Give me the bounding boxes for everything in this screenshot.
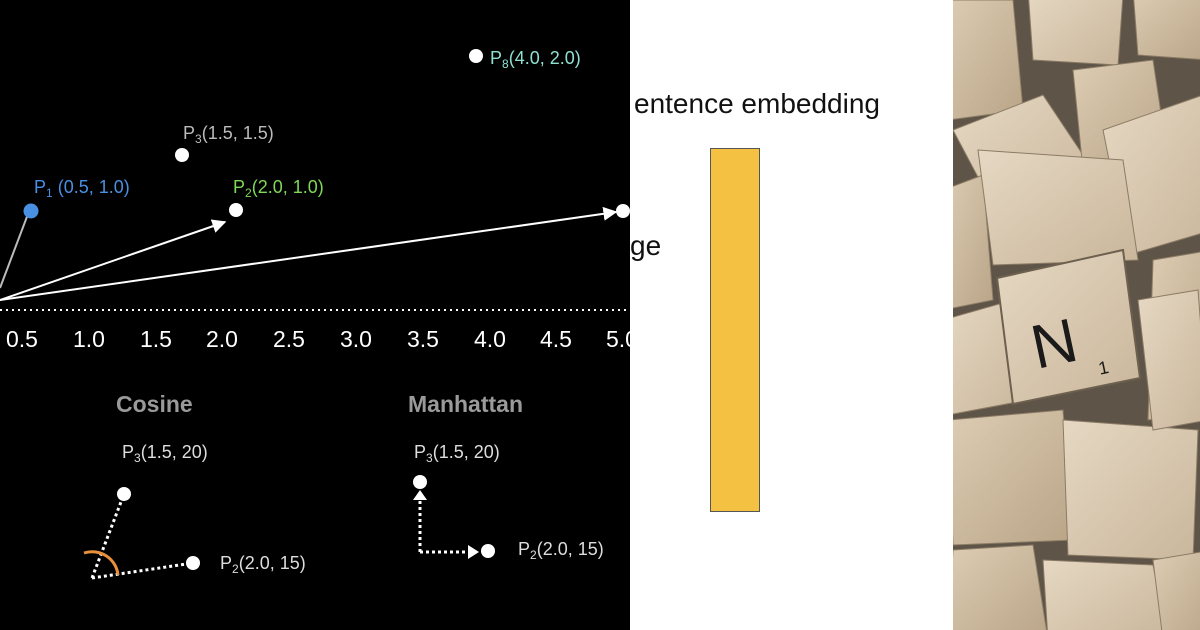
cosine-heading: Cosine: [116, 391, 193, 417]
tick-6: 3.5: [407, 326, 439, 352]
cosine-top-label: P3(1.5, 20): [122, 442, 208, 465]
vector-p2: [0, 219, 227, 301]
manhattan-arrow-up: [413, 490, 427, 500]
manhattan-top-label: P3(1.5, 20): [414, 442, 500, 465]
point-p1: [23, 203, 39, 219]
tiles-image: N 1: [953, 0, 1200, 630]
manhattan-bottom-label: P2(2.0, 15): [518, 539, 604, 562]
cosine-diagram: Cosine P3(1.5, 20) P2(2.0, 15): [83, 391, 306, 580]
point-p3: [175, 148, 189, 162]
cosine-point-p2: [186, 556, 200, 570]
vector-long: [0, 206, 618, 301]
scrabble-tile-n: N 1: [995, 248, 1142, 406]
manhattan-point-p2: [481, 544, 495, 558]
cosine-angle-arc: [83, 550, 120, 576]
point-edge: [616, 204, 630, 218]
cosine-point-p3: [117, 487, 131, 501]
point-p2: [229, 203, 243, 217]
tick-5: 3.0: [340, 326, 372, 352]
vector-p1: [0, 213, 29, 289]
manhattan-diagram: Manhattan P3(1.5, 20) P2(2.0, 15): [408, 391, 604, 562]
label-p1: P1 (0.5, 1.0): [34, 177, 130, 200]
embedding-vector-bar: [710, 148, 760, 512]
tick-4: 2.5: [273, 326, 305, 352]
manhattan-point-p3: [413, 475, 427, 489]
manhattan-heading: Manhattan: [408, 391, 523, 417]
embedding-title: entence embedding: [634, 88, 880, 119]
point-p8: [469, 49, 483, 63]
label-p3: P3(1.5, 1.5): [183, 123, 274, 146]
tick-0: 0.5: [6, 326, 38, 352]
tick-3: 2.0: [206, 326, 238, 352]
tick-8: 4.5: [540, 326, 572, 352]
cosine-line-up: [90, 493, 126, 579]
tick-1: 1.0: [73, 326, 105, 352]
cosine-line-right: [91, 561, 194, 580]
tick-9: 5.0: [606, 326, 630, 352]
vector-plot: P8(4.0, 2.0) P3(1.5, 1.5) P1 (0.5, 1.0) …: [0, 48, 630, 580]
scrabble-tiles-photo: N 1: [953, 0, 1200, 630]
cosine-bottom-label: P2(2.0, 15): [220, 553, 306, 576]
embedding-side-text: ge: [630, 230, 662, 261]
tick-7: 4.0: [474, 326, 506, 352]
tick-2: 1.5: [140, 326, 172, 352]
manhattan-arrow-right: [468, 545, 479, 559]
label-p2: P2(2.0, 1.0): [233, 177, 324, 200]
vector-plot-panel: P8(4.0, 2.0) P3(1.5, 1.5) P1 (0.5, 1.0) …: [0, 48, 630, 580]
tile-value: 1: [1097, 357, 1111, 379]
x-tick-labels: 0.5 1.0 1.5 2.0 2.5 3.0 3.5 4.0 4.5 5.0: [6, 326, 630, 352]
label-p8: P8(4.0, 2.0): [490, 48, 581, 71]
embedding-slide-panel: entence embedding ge: [630, 0, 953, 630]
